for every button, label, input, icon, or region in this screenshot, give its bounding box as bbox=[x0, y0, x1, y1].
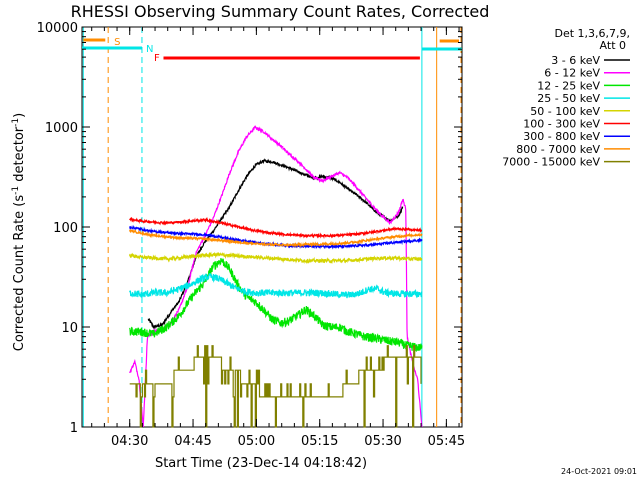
legend-entry-label: 300 - 800 keV bbox=[523, 130, 600, 143]
y-axis-label-main: Corrected Count Rate (s bbox=[12, 195, 27, 352]
x-tick-label: 05:00 bbox=[238, 434, 275, 449]
x-tick-label: 05:30 bbox=[364, 434, 401, 449]
series-line bbox=[129, 216, 423, 240]
x-tick-label: 04:45 bbox=[174, 434, 211, 449]
legend-entry-label: 50 - 100 keV bbox=[530, 105, 600, 118]
chart-title: RHESSI Observing Summary Count Rates, Co… bbox=[71, 2, 490, 21]
night-flag-label: N bbox=[146, 44, 153, 55]
x-tick-label: 04:30 bbox=[111, 434, 148, 449]
legend-entry-label: 800 - 7000 keV bbox=[516, 143, 600, 156]
y-tick-label: 1 bbox=[70, 421, 78, 436]
series-line bbox=[129, 345, 422, 428]
y-axis-label: Corrected Count Rate (s-1 detector-1) bbox=[11, 113, 27, 351]
legend-entry-label: 6 - 12 keV bbox=[544, 67, 600, 80]
series-line bbox=[129, 224, 423, 250]
y-axis-label-mid: detector bbox=[12, 126, 27, 186]
series-line bbox=[129, 258, 423, 353]
y-tick-label: 1000 bbox=[45, 121, 78, 136]
y-tick-label: 10 bbox=[61, 321, 78, 336]
y-axis: 1 10 100 1000 10000 bbox=[37, 21, 462, 436]
series-line bbox=[129, 229, 423, 249]
flare-flag-label: F bbox=[154, 53, 160, 64]
y-axis-label-sup1: -1 bbox=[11, 186, 21, 195]
legend-entry-label: 100 - 300 keV bbox=[523, 118, 600, 131]
saa-flag-label: S bbox=[114, 37, 120, 48]
x-axis: 04:30 04:45 05:00 05:15 05:30 05:45 bbox=[91, 27, 465, 449]
series-group bbox=[129, 125, 423, 428]
legend-entry-label: 12 - 25 keV bbox=[537, 79, 600, 92]
series-line bbox=[129, 251, 423, 265]
generated-timestamp: 24-Oct-2021 09:01 bbox=[561, 467, 637, 476]
legend-entry-label: 7000 - 15000 keV bbox=[502, 156, 600, 169]
y-tick-label: 10000 bbox=[37, 21, 78, 36]
x-tick-label: 05:15 bbox=[301, 434, 338, 449]
legend-entry-label: 25 - 50 keV bbox=[537, 92, 600, 105]
x-tick-label: 05:45 bbox=[428, 434, 465, 449]
series-line bbox=[129, 125, 423, 428]
y-axis-label-end: ) bbox=[12, 113, 27, 118]
x-axis-label: Start Time (23-Dec-14 04:18:42) bbox=[155, 456, 367, 471]
y-tick-label: 100 bbox=[53, 221, 78, 236]
legend-header-detectors: Det 1,3,6,7,9, bbox=[554, 27, 630, 40]
flag-bars: S NF bbox=[82, 37, 462, 64]
y-axis-label-sup2: -1 bbox=[11, 118, 21, 127]
legend-header-attenuator: Att 0 bbox=[600, 39, 626, 52]
legend-entry-label: 3 - 6 keV bbox=[551, 54, 600, 67]
series-line bbox=[129, 272, 423, 299]
